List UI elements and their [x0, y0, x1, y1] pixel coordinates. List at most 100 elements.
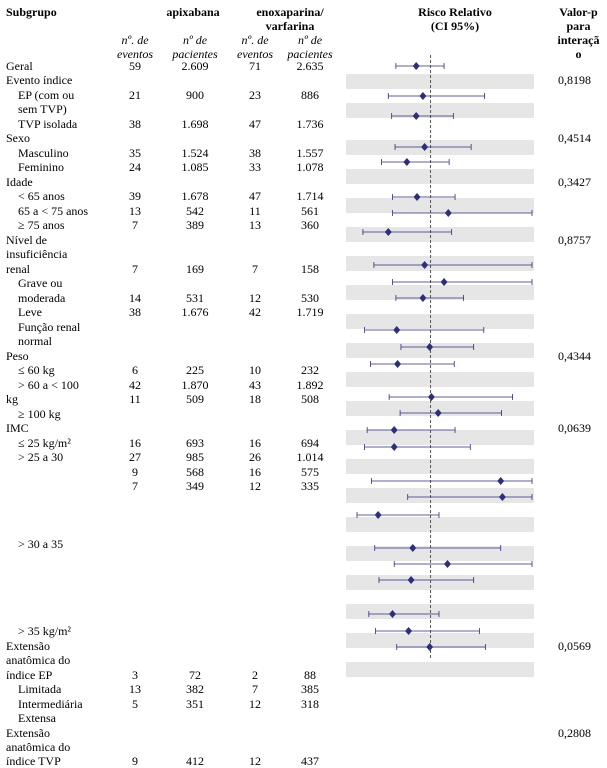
rr-marker — [434, 409, 442, 417]
label-leve: Leve — [18, 305, 42, 319]
forest-point — [381, 158, 450, 166]
rr-marker — [384, 228, 392, 236]
label-evento-indice: Evento índice — [6, 73, 73, 87]
label-60-100-2: kg — [6, 392, 18, 406]
pvalue-ext-tvp: 0,2808 — [558, 726, 591, 740]
value-cell: 382 — [186, 682, 204, 696]
value-cell: 232 — [301, 363, 319, 377]
label-ext-ep-1: Extensão — [6, 639, 50, 653]
value-cell: 7 — [252, 682, 258, 696]
value-cell: 575 — [301, 465, 319, 479]
value-cell: 24 — [129, 160, 141, 174]
rr-marker — [390, 426, 398, 434]
value-cell: 47 — [249, 189, 261, 203]
row-band — [346, 227, 534, 242]
label-le60: ≤ 60 kg — [18, 363, 55, 377]
label-extensa: Extensa — [18, 711, 56, 725]
header-enx-events-1: nº. de — [241, 33, 269, 47]
value-cell: 33 — [249, 160, 261, 174]
value-cell: 39 — [129, 189, 141, 203]
row-band — [346, 169, 534, 184]
value-cell: 5 — [132, 697, 138, 711]
rr-marker — [407, 576, 415, 584]
value-cell: 351 — [186, 697, 204, 711]
row-band — [346, 430, 534, 445]
value-cell: 59 — [129, 59, 141, 73]
value-cell: 508 — [301, 392, 319, 406]
label-masculino: Masculino — [18, 146, 69, 160]
value-cell: 509 — [186, 392, 204, 406]
header-subgroup: Subgrupo — [6, 5, 57, 19]
rr-marker — [419, 92, 427, 100]
header-pval-3: interaçã — [557, 33, 600, 47]
value-cell: 1.698 — [181, 117, 209, 131]
rr-marker — [440, 278, 448, 286]
value-cell: 9 — [132, 465, 138, 479]
rr-marker — [427, 393, 435, 401]
value-cell: 530 — [301, 291, 319, 305]
rr-marker — [412, 112, 420, 120]
header-enx-events-2: eventos — [237, 47, 273, 61]
header-pval-2: para — [566, 19, 591, 33]
value-cell: 18 — [249, 392, 261, 406]
value-cell: 158 — [301, 262, 319, 276]
value-cell: 13 — [129, 682, 141, 696]
row-band — [346, 604, 534, 619]
value-cell: 43 — [249, 378, 261, 392]
value-cell: 38 — [129, 117, 141, 131]
rr-marker — [394, 360, 402, 368]
forest-point — [374, 544, 502, 552]
rr-marker — [444, 209, 452, 217]
value-cell: 42 — [249, 305, 261, 319]
value-cell: 12 — [249, 754, 261, 768]
rr-marker — [409, 544, 417, 552]
value-cell: 42 — [129, 378, 141, 392]
rr-marker — [390, 443, 398, 451]
value-cell: 694 — [301, 436, 319, 450]
row-band — [346, 140, 534, 155]
label-gt35: > 35 kg/m² — [18, 624, 72, 638]
pvalue-sexo: 0,4514 — [558, 131, 591, 145]
forest-point — [364, 443, 471, 451]
value-cell: 542 — [186, 204, 204, 218]
row-band — [346, 575, 534, 590]
value-cell: 335 — [301, 479, 319, 493]
label-ext-ep-3: índice EP — [6, 668, 53, 682]
value-cell: 693 — [186, 436, 204, 450]
label-peso: Peso — [6, 349, 29, 363]
label-le25: ≤ 25 kg/m² — [18, 436, 71, 450]
label-ext-tvp-1: Extensão — [6, 726, 50, 740]
header-enox-1: enoxaparina/ — [256, 5, 324, 19]
forest-point — [399, 409, 502, 417]
forest-point — [392, 278, 533, 286]
label-ep-2: sem TVP) — [18, 102, 67, 116]
label-idade: Idade — [6, 175, 33, 189]
label-ge100: ≥ 100 kg — [18, 407, 61, 421]
row-band — [346, 662, 534, 677]
value-cell: 1.892 — [296, 378, 324, 392]
row-band — [346, 74, 534, 89]
label-grave-1: Grave ou — [18, 276, 63, 290]
value-cell: 389 — [186, 218, 204, 232]
rr-marker — [497, 477, 505, 485]
label-nivel-3: renal — [6, 262, 30, 276]
value-cell: 349 — [186, 479, 204, 493]
value-cell: 985 — [186, 450, 204, 464]
header-apixabana: apixabana — [166, 5, 220, 19]
row-band — [346, 372, 534, 387]
row-band — [346, 285, 534, 300]
row-band — [346, 459, 534, 474]
forest-point — [368, 610, 440, 618]
label-limitada: Limitada — [18, 682, 62, 696]
rr-marker — [419, 294, 427, 302]
forest-point — [392, 193, 456, 201]
pvalue-renal: 0,8757 — [558, 233, 591, 247]
value-cell: 27 — [129, 450, 141, 464]
row-band — [346, 633, 534, 648]
row-band — [346, 488, 534, 503]
label-ext-tvp-3: índice TVP — [6, 754, 61, 768]
forest-point — [387, 92, 486, 100]
value-cell: 88 — [304, 668, 316, 682]
header-apx-events-2: eventos — [117, 47, 153, 61]
